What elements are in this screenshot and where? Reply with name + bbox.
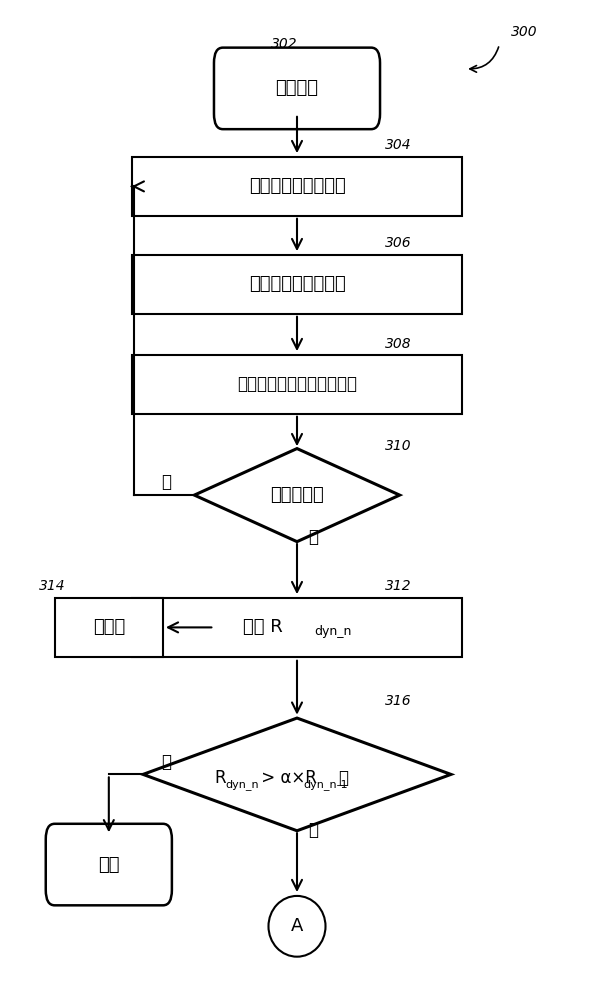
FancyBboxPatch shape (46, 824, 172, 905)
Polygon shape (194, 449, 400, 542)
Ellipse shape (268, 896, 326, 957)
Text: 接收电池组电压数据: 接收电池组电压数据 (249, 177, 345, 195)
Text: 结束: 结束 (98, 856, 119, 874)
Text: 接收电池组电流数据: 接收电池组电流数据 (249, 275, 345, 293)
Text: A: A (291, 917, 303, 935)
Text: 钥匙接通: 钥匙接通 (276, 79, 318, 97)
Bar (132, 157, 462, 216)
FancyArrowPatch shape (470, 47, 498, 72)
Text: 310: 310 (386, 439, 412, 453)
Text: 300: 300 (511, 25, 538, 39)
Text: dyn_n: dyn_n (314, 625, 352, 638)
Text: 计算 R: 计算 R (243, 618, 283, 636)
Text: dyn_n: dyn_n (226, 779, 260, 790)
Text: 存储电池组电压和电流数据: 存储电池组电压和电流数据 (237, 375, 357, 393)
Text: 302: 302 (271, 37, 298, 51)
Text: 314: 314 (39, 579, 66, 593)
Text: 存储器: 存储器 (93, 618, 125, 636)
Text: 308: 308 (386, 337, 412, 351)
Text: 304: 304 (386, 138, 412, 152)
Text: ？: ？ (338, 769, 348, 787)
Text: 312: 312 (386, 579, 412, 593)
FancyBboxPatch shape (214, 48, 380, 129)
Text: 钥匙关闭？: 钥匙关闭？ (270, 486, 324, 504)
Text: 是: 是 (308, 821, 318, 839)
Text: 是: 是 (308, 528, 318, 546)
Bar (132, 355, 462, 414)
Text: > α×R: > α×R (256, 769, 317, 787)
Bar (132, 598, 462, 657)
Text: 否: 否 (161, 753, 171, 771)
Polygon shape (143, 718, 451, 831)
Text: dyn_n-1: dyn_n-1 (304, 779, 349, 790)
Bar (132, 255, 462, 314)
Text: R: R (214, 769, 226, 787)
Text: 否: 否 (161, 473, 171, 491)
Text: 306: 306 (386, 236, 412, 250)
Text: 316: 316 (386, 694, 412, 708)
Bar (55, 598, 163, 657)
